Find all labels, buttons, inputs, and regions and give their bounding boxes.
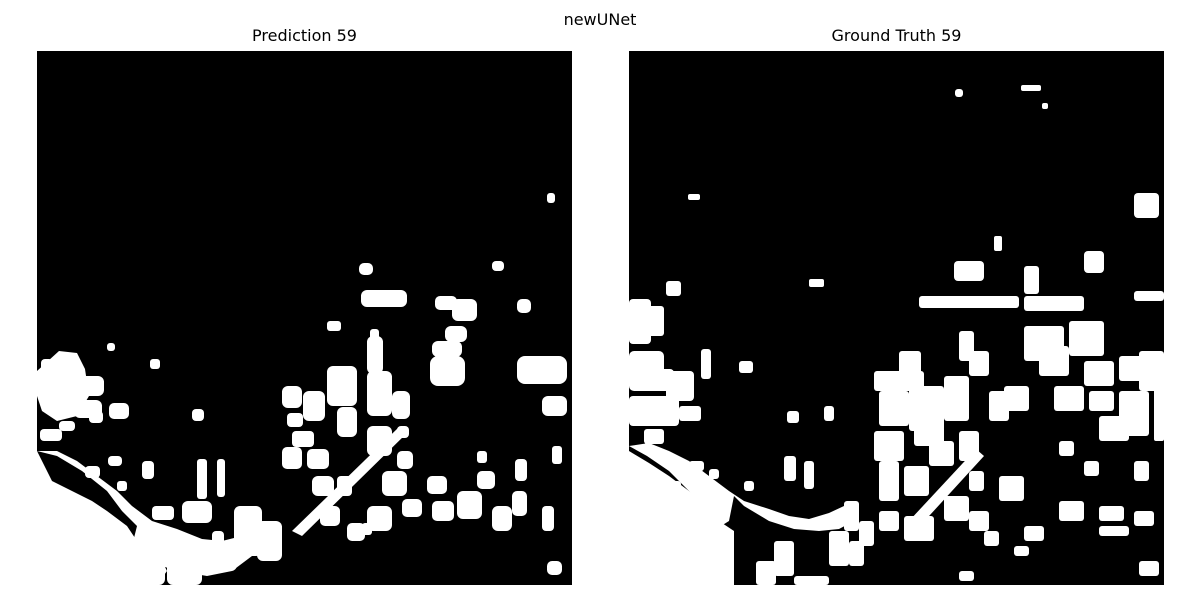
prediction-mask	[37, 193, 567, 585]
prediction-mask-image	[37, 51, 572, 585]
prediction-building-blobs	[37, 193, 567, 585]
prediction-title: Prediction 59	[252, 26, 357, 45]
ground-truth-title: Ground Truth 59	[831, 26, 962, 45]
figure-title: newUNet	[563, 10, 637, 29]
ground-truth-building-blobs	[629, 85, 1164, 585]
ground-truth-mask	[629, 85, 1164, 585]
ground-truth-mask-image	[629, 51, 1164, 585]
